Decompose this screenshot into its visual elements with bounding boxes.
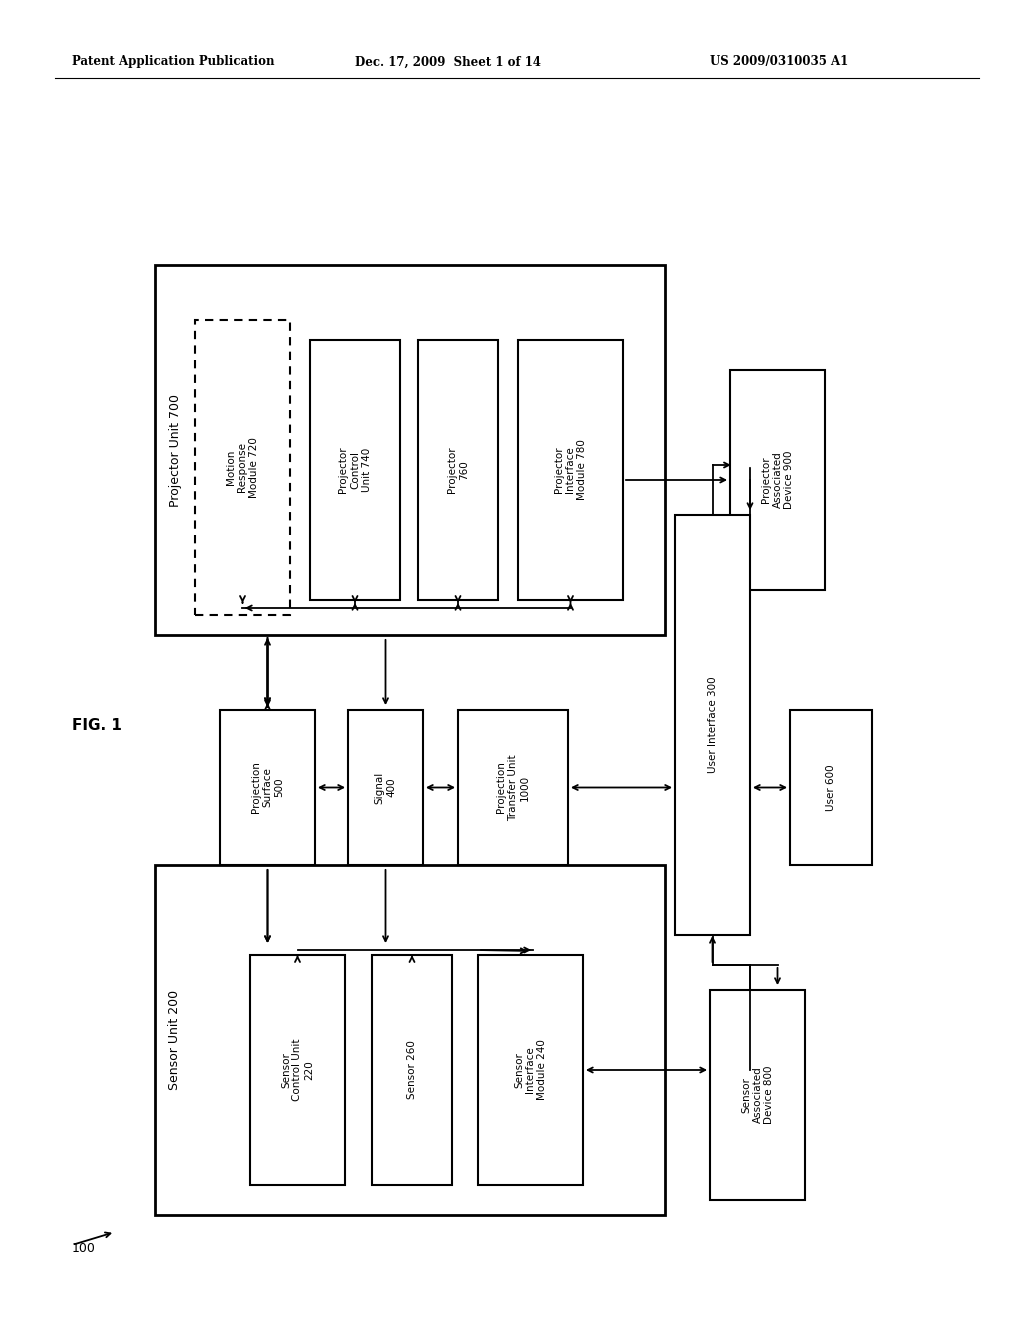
Text: Projection
Surface
500: Projection Surface 500 [251,762,284,813]
Text: Signal
400: Signal 400 [375,771,396,804]
Bar [155,865,665,1214]
Bar [710,990,805,1200]
Text: User Interface 300: User Interface 300 [708,677,718,774]
Text: Patent Application Publication: Patent Application Publication [72,55,274,69]
Text: Projector
Interface
Module 780: Projector Interface Module 780 [554,440,587,500]
Text: Projector
Control
Unit 740: Projector Control Unit 740 [338,446,372,494]
Bar [155,265,665,635]
Bar [250,954,345,1185]
Text: Sensor Unit 200: Sensor Unit 200 [169,990,181,1090]
Text: Sensor 260: Sensor 260 [407,1040,417,1100]
Bar [195,319,290,615]
Text: User 600: User 600 [826,764,836,810]
Bar [730,370,825,590]
Text: Projector Unit 700: Projector Unit 700 [169,393,181,507]
Bar [310,341,400,601]
Bar [458,710,568,865]
Bar [675,515,750,935]
Text: Sensor
Control Unit
220: Sensor Control Unit 220 [281,1039,314,1101]
Text: Motion
Response
Module 720: Motion Response Module 720 [226,437,259,498]
Text: Sensor
Associated
Device 800: Sensor Associated Device 800 [741,1065,774,1125]
Text: Sensor
Interface
Module 240: Sensor Interface Module 240 [514,1040,547,1101]
Bar [348,710,423,865]
Text: Projection
Transfer Unit
1000: Projection Transfer Unit 1000 [497,754,529,821]
Bar [478,954,583,1185]
Text: Projector
Associated
Device 900: Projector Associated Device 900 [761,450,794,510]
Bar [220,710,315,865]
Bar [518,341,623,601]
Bar [418,341,498,601]
Text: Dec. 17, 2009  Sheet 1 of 14: Dec. 17, 2009 Sheet 1 of 14 [355,55,541,69]
Text: US 2009/0310035 A1: US 2009/0310035 A1 [710,55,848,69]
Bar [790,710,872,865]
Text: FIG. 1: FIG. 1 [72,718,122,733]
Bar [372,954,452,1185]
Text: Projector
760: Projector 760 [447,446,469,494]
Text: 100: 100 [72,1242,96,1254]
